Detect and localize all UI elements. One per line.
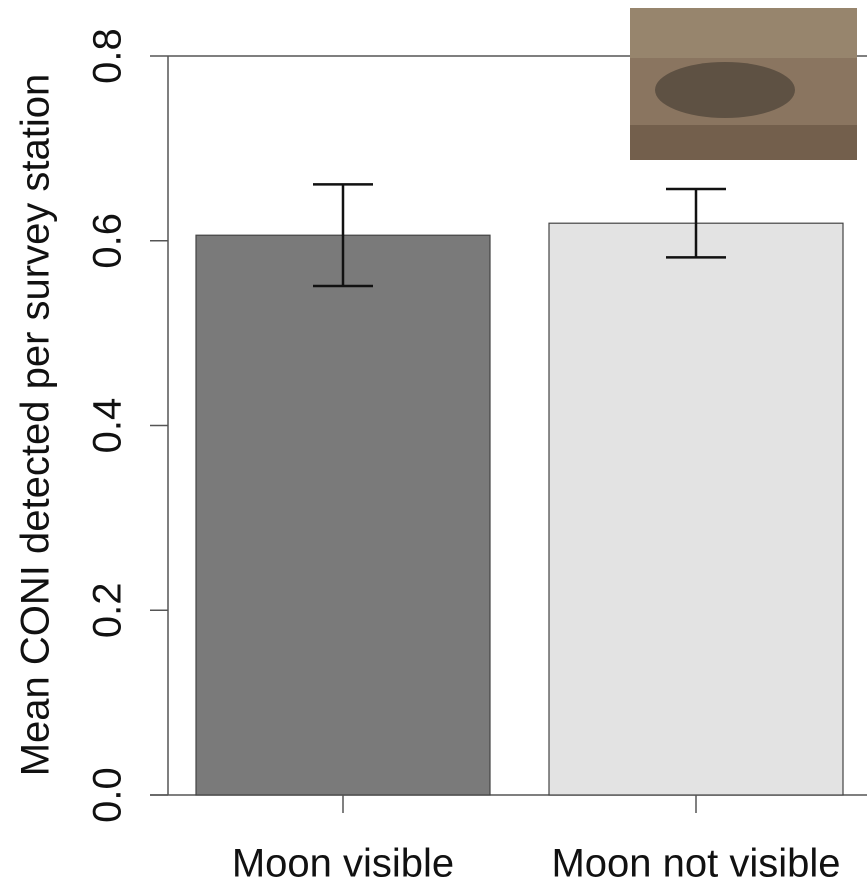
y-tick-label: 0.8 [86,28,130,84]
y-tick-label: 0.4 [86,398,130,454]
y-tick-label: 0.0 [86,767,130,823]
y-tick-label: 0.6 [86,213,130,269]
bar [195,234,491,796]
x-tick-label: Moon visible [232,842,454,886]
photo [630,8,857,160]
photo-bird [655,62,795,118]
x-tick-label: Moon not visible [551,842,840,886]
error-bar [666,187,726,259]
error-bar [313,183,373,288]
y-tick-label: 0.2 [86,582,130,638]
photo-detail [630,125,857,160]
photo-detail [630,8,857,58]
bar [548,222,844,796]
y-axis-title: Mean CONI detected per survey station [14,74,58,777]
